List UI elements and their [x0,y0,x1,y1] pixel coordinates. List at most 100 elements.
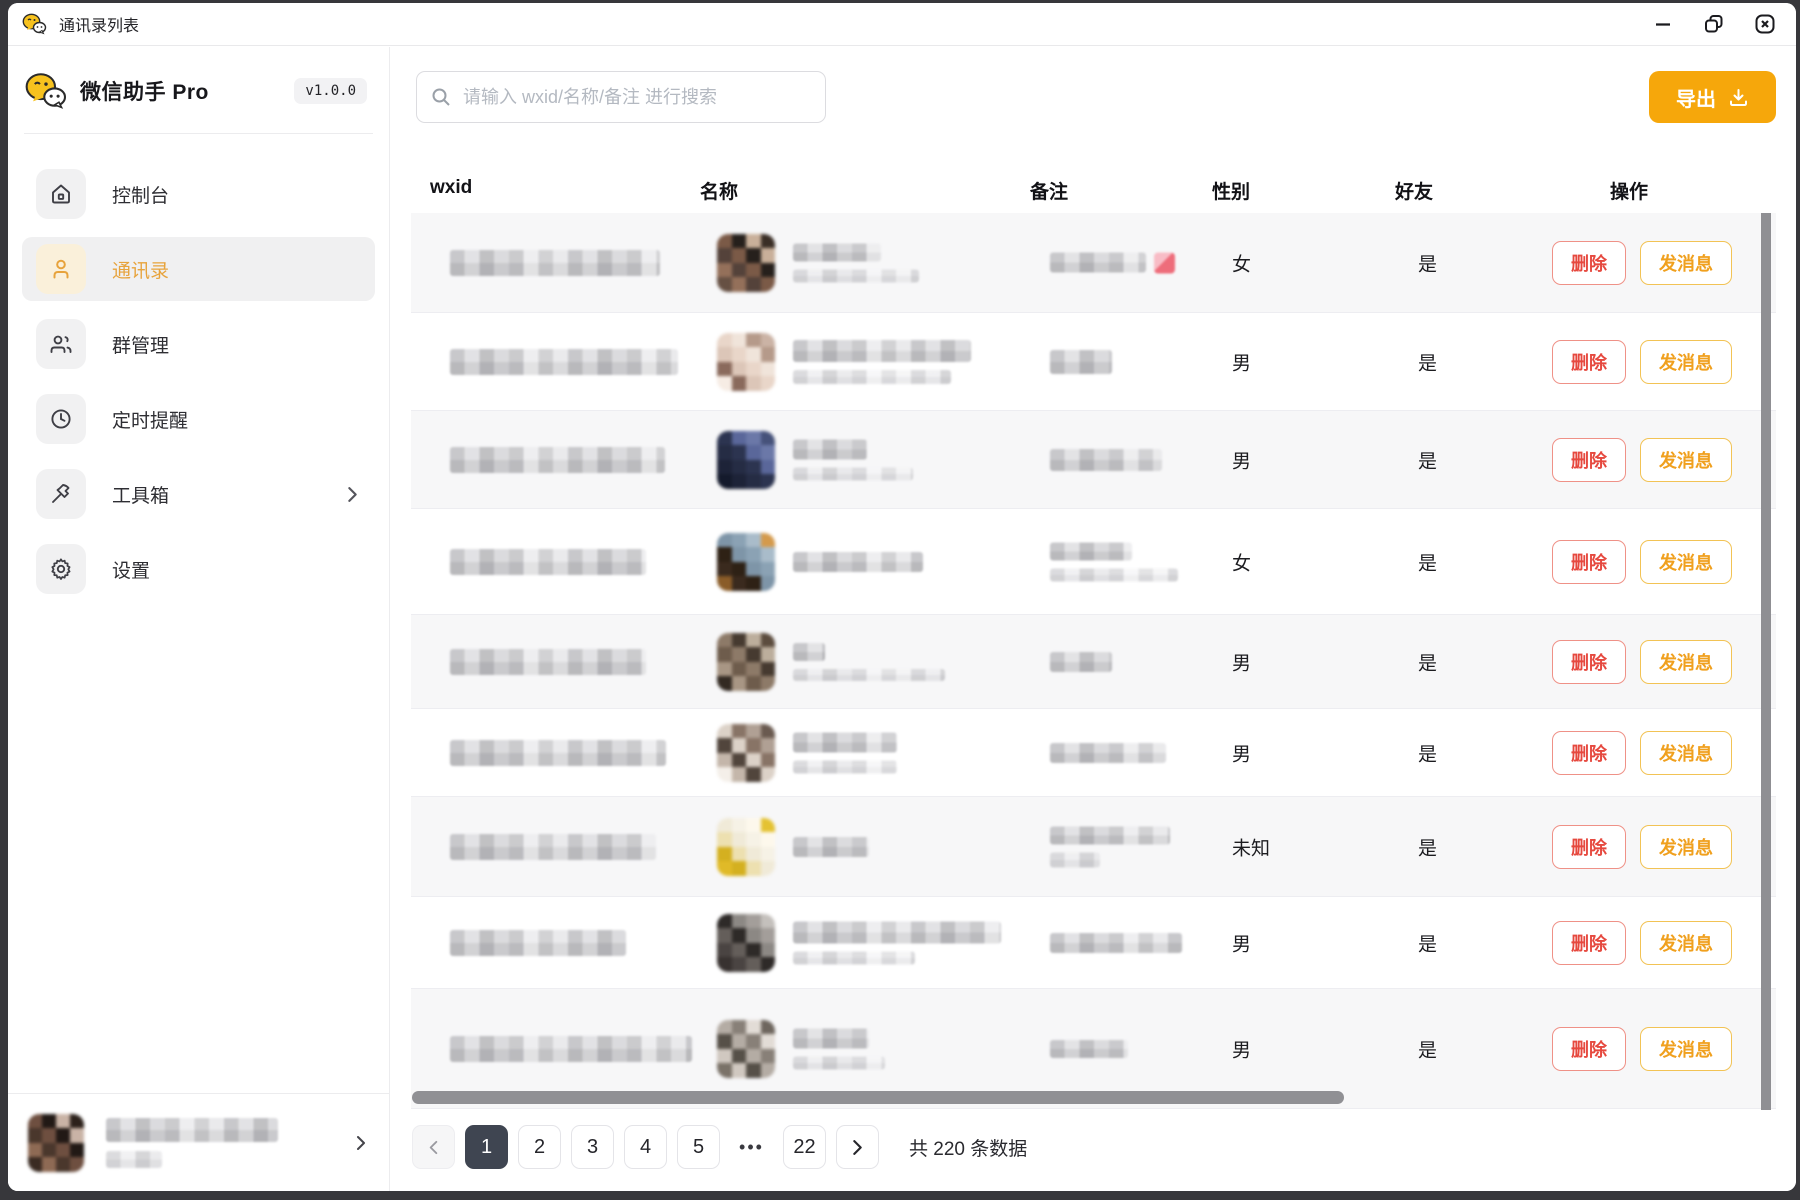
search-box[interactable] [416,71,826,123]
delete-button[interactable]: 删除 [1552,1026,1626,1071]
send-message-button[interactable]: 发消息 [1640,539,1732,584]
contact-avatar [717,632,775,691]
send-message-button[interactable]: 发消息 [1640,824,1732,869]
table-row: 男 是 删除 发消息 [411,313,1776,411]
pagination-page-2[interactable]: 2 [518,1125,561,1169]
sidebar-item-label: 通讯录 [112,260,170,282]
gender-value: 男 [1232,653,1252,674]
remark-redacted [1050,542,1178,581]
delete-button[interactable]: 删除 [1552,920,1626,965]
sidebar-item-5[interactable]: 工具箱 [22,462,375,526]
sidebar-item-6[interactable]: 设置 [22,537,375,601]
delete-button[interactable]: 删除 [1552,824,1626,869]
hammer-icon [36,469,86,519]
titlebar: 通讯录列表 [8,3,1796,46]
friend-value: 是 [1418,934,1438,955]
sidebar-item-label: 群管理 [112,335,170,357]
remark-redacted [1050,252,1175,273]
sidebar-item-4[interactable]: 定时提醒 [22,387,375,451]
user-name-redacted [106,1117,278,1168]
contact-avatar [717,817,775,876]
sidebar-menu: 控制台通讯录群管理定时提醒工具箱设置 [8,134,389,601]
send-message-button[interactable]: 发消息 [1640,1026,1732,1071]
table-row: 未知 是 删除 发消息 [411,797,1776,897]
app-logo-icon-large [24,72,68,110]
clock-icon [36,394,86,444]
send-message-button[interactable]: 发消息 [1640,730,1732,775]
row-actions: 删除 发消息 [1552,339,1732,384]
delete-button[interactable]: 删除 [1552,240,1626,285]
name-redacted [793,551,923,572]
contact-avatar [717,1019,775,1078]
delete-button[interactable]: 删除 [1552,639,1626,684]
remark-redacted [1050,742,1166,763]
send-message-button[interactable]: 发消息 [1640,240,1732,285]
search-input[interactable] [463,86,811,108]
gender-value: 男 [1232,744,1252,765]
contact-avatar [717,430,775,489]
user-profile-card[interactable] [8,1093,389,1191]
export-button[interactable]: 导出 [1649,71,1776,123]
remark-redacted [1050,448,1162,471]
delete-button[interactable]: 删除 [1552,539,1626,584]
window-controls [1652,13,1776,35]
pagination-page-1[interactable]: 1 [465,1125,508,1169]
sidebar-item-2[interactable]: 通讯录 [22,237,375,301]
app-name: 微信助手 Pro [80,81,209,104]
name-redacted [793,1028,885,1069]
remark-emoji-redacted [1154,252,1175,273]
submenu-chevron-right-icon [344,486,361,503]
remark-redacted [1050,651,1112,672]
user-chevron-right-icon[interactable] [353,1135,369,1151]
version-badge: v1.0.0 [294,78,367,104]
maximize-button[interactable] [1703,13,1725,35]
delete-button[interactable]: 删除 [1552,437,1626,482]
pagination-page-22[interactable]: 22 [783,1125,826,1169]
row-actions: 删除 发消息 [1552,824,1732,869]
name-redacted [793,642,945,681]
table-header: wxid 名称 备注 性别 好友 操作 [391,169,1796,213]
vertical-scrollbar[interactable] [1761,213,1771,1110]
pagination-page-3[interactable]: 3 [571,1125,614,1169]
send-message-button[interactable]: 发消息 [1640,920,1732,965]
delete-button[interactable]: 删除 [1552,339,1626,384]
pagination-prev-button[interactable] [412,1125,455,1169]
row-actions: 删除 发消息 [1552,539,1732,584]
pagination-next-button[interactable] [836,1125,879,1169]
gender-value: 男 [1232,451,1252,472]
contact-avatar [717,532,775,591]
send-message-button[interactable]: 发消息 [1640,339,1732,384]
wxid-redacted [450,446,665,473]
sidebar-item-1[interactable]: 控制台 [22,162,375,226]
pagination-page-5[interactable]: 5 [677,1125,720,1169]
sidebar-item-3[interactable]: 群管理 [22,312,375,376]
close-button[interactable] [1754,13,1776,35]
gender-value: 女 [1232,553,1252,574]
app-window: 通讯录列表 [8,3,1796,1191]
send-message-button[interactable]: 发消息 [1640,639,1732,684]
friend-value: 是 [1418,744,1438,765]
contact-avatar [717,233,775,292]
friend-value: 是 [1418,1040,1438,1061]
send-message-button[interactable]: 发消息 [1640,437,1732,482]
app-logo-icon [22,13,47,35]
horizontal-scrollbar[interactable] [412,1091,1344,1104]
pagination-ellipsis[interactable]: ••• [739,1136,764,1157]
gender-value: 男 [1232,1040,1252,1061]
table-row: 男 是 删除 发消息 [411,897,1776,989]
minimize-button[interactable] [1652,13,1674,35]
export-button-label: 导出 [1676,88,1716,111]
row-actions: 删除 发消息 [1552,437,1732,482]
window-title: 通讯录列表 [59,18,140,35]
gender-value: 男 [1232,353,1252,374]
sidebar-item-label: 工具箱 [112,485,170,507]
friend-value: 是 [1418,553,1438,574]
column-header-6: 操作 [1610,182,1649,203]
pagination-page-4[interactable]: 4 [624,1125,667,1169]
sidebar-divider [24,133,373,134]
column-header-5: 好友 [1395,182,1434,203]
column-header-4: 性别 [1212,182,1251,203]
delete-button[interactable]: 删除 [1552,730,1626,775]
row-actions: 删除 发消息 [1552,639,1732,684]
